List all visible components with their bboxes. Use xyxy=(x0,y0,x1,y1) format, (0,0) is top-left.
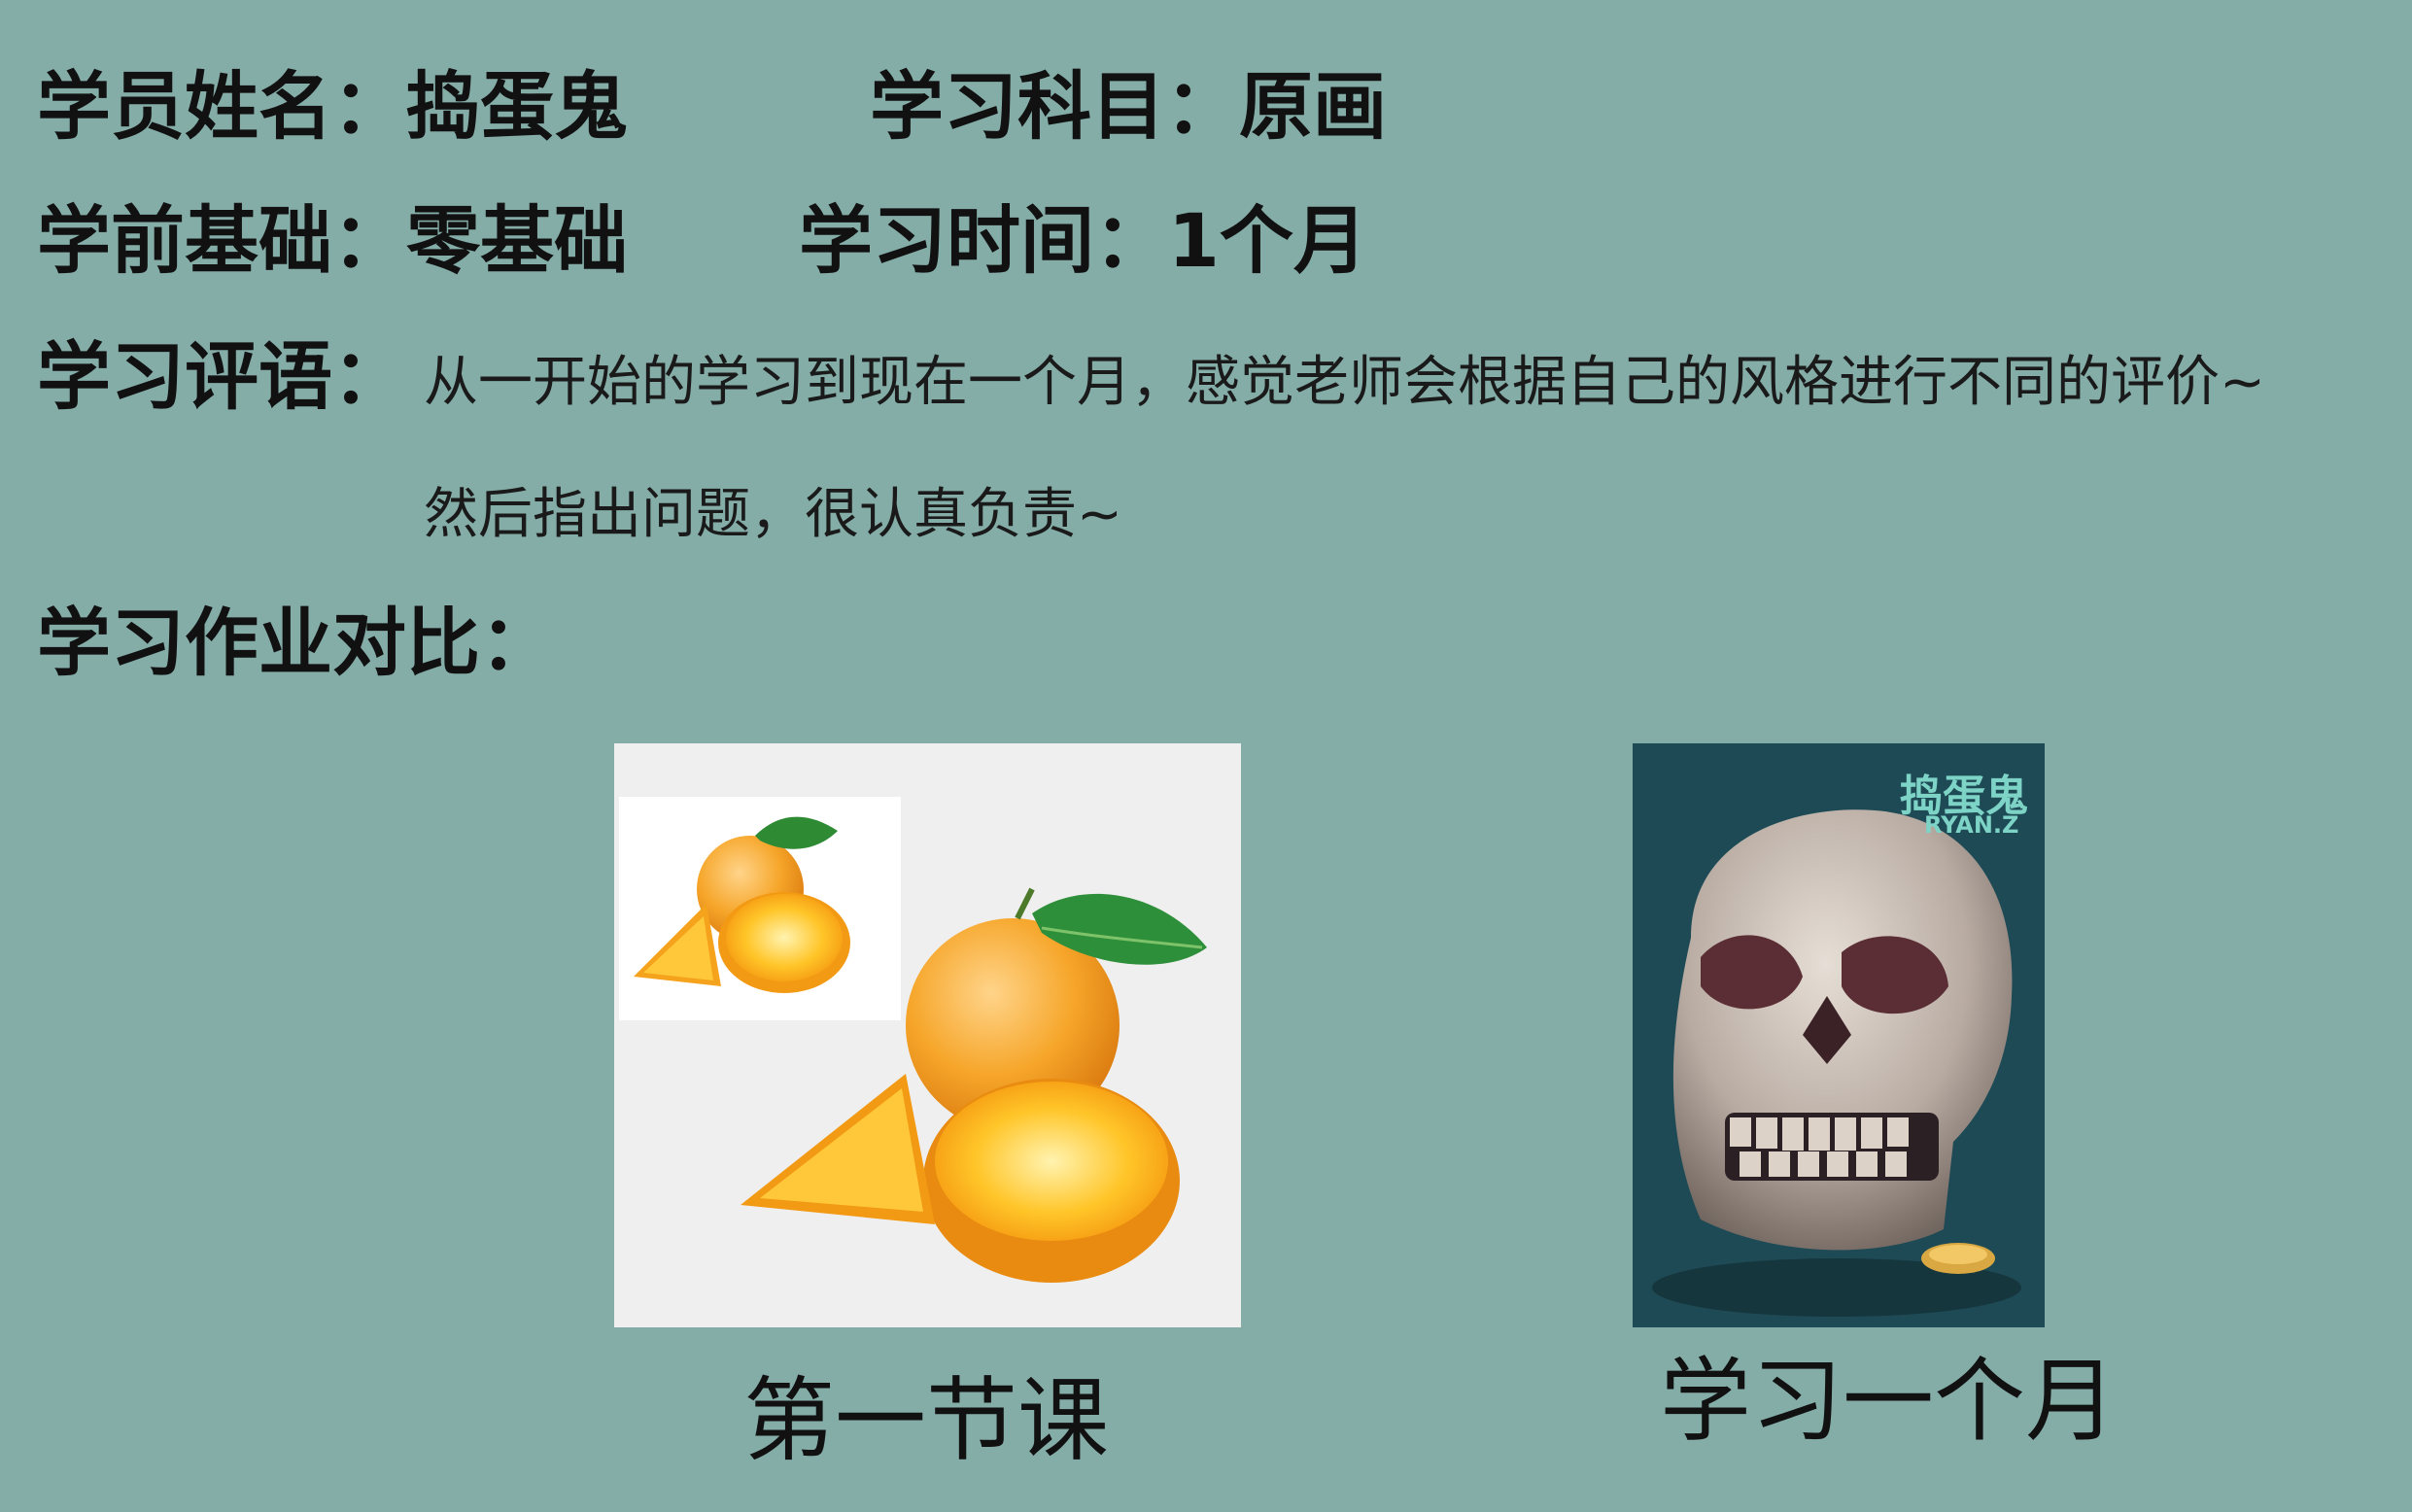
main-leaf xyxy=(1032,893,1207,965)
review-line-1: 从一开始的学习到现在一个月，感觉老师会根据自己的风格进行不同的评价~ xyxy=(424,351,2265,414)
foundation-field: 学前基础：零基础 xyxy=(37,204,628,278)
student-name-label: 学员姓名： xyxy=(37,63,406,150)
foundation-label: 学前基础： xyxy=(37,197,406,284)
first-lesson-artwork xyxy=(614,743,1241,1327)
student-name-field: 学员姓名：捣蛋鬼 xyxy=(37,70,628,144)
left-eye-socket xyxy=(1701,935,1803,1010)
duration-label: 学习时间： xyxy=(799,197,1168,284)
nasal-cavity xyxy=(1803,996,1851,1064)
right-eye-socket xyxy=(1842,936,1948,1014)
one-month-caption: 学习一个月 xyxy=(1660,1349,2118,1455)
comparison-label: 学习作业对比： xyxy=(37,600,554,686)
main-orange xyxy=(906,918,1120,1132)
subject-label: 学习科目： xyxy=(870,63,1239,150)
skull-painting xyxy=(1652,809,2021,1317)
foundation-value: 零基础 xyxy=(406,197,628,284)
first-lesson-caption: 第一节课 xyxy=(743,1368,1110,1474)
subject-field: 学习科目：原画 xyxy=(870,70,1387,144)
duration-value: 1个月 xyxy=(1168,197,1367,284)
duration-field: 学习时间：1个月 xyxy=(799,204,1367,278)
artist-signature-sub: RYAN.Z xyxy=(1924,811,2019,839)
orange-painting xyxy=(619,797,1207,1283)
ref-leaf xyxy=(755,816,838,849)
student-name-value: 捣蛋鬼 xyxy=(406,63,628,150)
one-month-artwork: 捣蛋鬼 RYAN.Z xyxy=(1633,743,2045,1327)
review-line-2: 然后指出问题，很认真负责~ xyxy=(424,483,1122,546)
review-label: 学习评语： xyxy=(37,333,406,420)
subject-value: 原画 xyxy=(1239,63,1387,150)
artist-signature: 捣蛋鬼 xyxy=(1900,772,2028,821)
